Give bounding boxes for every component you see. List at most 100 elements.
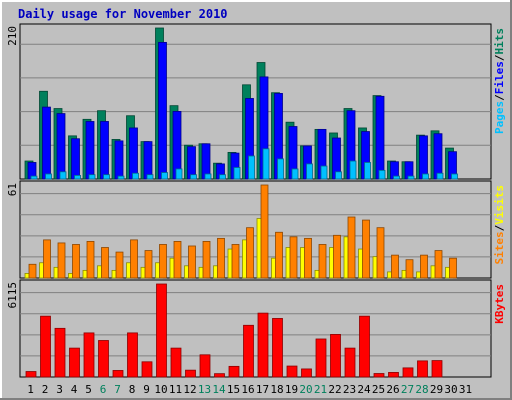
kbytes-bar <box>170 347 182 378</box>
pages-bar <box>277 158 284 180</box>
panel-3-ymax-label: 6115 <box>6 282 19 309</box>
x-axis-day-label: 10 <box>154 383 167 396</box>
pages-bar <box>291 168 299 180</box>
sites-bar <box>188 245 196 279</box>
legend-sites: Sites <box>493 231 506 264</box>
sites-bar <box>173 241 182 279</box>
pages-bar <box>262 148 270 180</box>
sites-bar <box>101 247 109 279</box>
pages-bar <box>451 173 458 180</box>
sites-bar <box>57 242 66 279</box>
sites-bar <box>347 216 356 279</box>
files-bar <box>100 121 109 180</box>
legend-visits: Visits <box>493 185 506 225</box>
x-axis-day-label: 9 <box>143 383 150 396</box>
pages-bar <box>88 174 96 180</box>
x-axis-day-label: 7 <box>114 383 121 396</box>
x-axis-day-label: 24 <box>357 383 371 396</box>
x-axis-day-label: 16 <box>241 383 254 396</box>
kbytes-bar <box>243 324 254 378</box>
pages-bar <box>349 160 357 180</box>
sites-bar <box>72 244 80 279</box>
x-axis-day-label: 1 <box>27 383 34 396</box>
x-axis-day-label: 15 <box>227 383 240 396</box>
legend-separator: / <box>493 224 506 231</box>
sites-bar <box>449 257 457 279</box>
chart-title: Daily usage for November 2010 <box>18 7 228 21</box>
frame-highlight-top <box>0 0 512 2</box>
kbytes-bar <box>83 332 95 378</box>
kbytes-bar <box>54 327 66 378</box>
pages-bar <box>436 172 444 180</box>
x-axis-day-label: 11 <box>169 383 182 396</box>
kbytes-bar <box>40 315 51 378</box>
kbytes-bar <box>315 338 327 378</box>
panel-3-legend: KBytes <box>493 284 506 324</box>
x-axis-day-label: 20 <box>299 383 312 396</box>
x-axis-day-label: 27 <box>401 383 414 396</box>
sites-bar <box>318 244 327 279</box>
frame-shadow-right <box>510 0 512 400</box>
sites-bar <box>420 254 428 279</box>
pages-bar <box>59 171 67 180</box>
sites-bar <box>231 244 240 279</box>
sites-bar <box>115 251 124 279</box>
sites-bar <box>275 231 283 279</box>
x-axis-day-label: 31 <box>459 383 472 396</box>
kbytes-bar <box>141 361 153 378</box>
x-axis-day-label: 22 <box>328 383 341 396</box>
kbytes-bar <box>127 332 138 378</box>
panel-2-legend: Sites/Visits <box>493 185 506 265</box>
pages-bar <box>132 172 139 180</box>
sites-bar <box>333 234 341 279</box>
sites-bar <box>362 219 370 279</box>
files-bar <box>158 41 167 180</box>
pages-bar <box>378 169 386 180</box>
pages-bar <box>364 162 371 180</box>
kbytes-bar <box>214 373 225 378</box>
files-bar <box>433 133 443 180</box>
x-axis-day-label: 2 <box>42 383 49 396</box>
pages-bar <box>335 171 342 180</box>
x-axis-day-label: 4 <box>71 383 78 396</box>
kbytes-bar <box>112 370 124 378</box>
pages-bar <box>30 175 38 180</box>
x-axis-day-label: 8 <box>129 383 136 396</box>
files-bar <box>42 106 51 180</box>
pages-bar <box>248 155 255 180</box>
files-bar <box>187 146 196 180</box>
sites-bar <box>130 239 138 279</box>
x-axis-day-label: 23 <box>343 383 356 396</box>
pages-bar <box>161 172 168 180</box>
pages-bar <box>204 173 212 180</box>
x-axis-day-label: 17 <box>256 383 269 396</box>
x-axis-day-label: 5 <box>85 383 92 396</box>
x-axis-day-label: 19 <box>285 383 298 396</box>
kbytes-bar <box>301 368 312 378</box>
legend-files: Files <box>493 61 506 94</box>
pages-bar <box>393 175 400 180</box>
kbytes-bar <box>156 283 167 378</box>
legend-pages: Pages <box>493 101 506 134</box>
sites-bar <box>376 227 385 279</box>
panel-1-legend: Pages/Files/Hits <box>493 28 506 134</box>
kbytes-bar <box>417 360 428 378</box>
kbytes-bar <box>25 371 37 378</box>
sites-bar <box>28 263 37 279</box>
x-axis-day-label: 28 <box>415 383 428 396</box>
legend-kbytes: KBytes <box>493 284 506 324</box>
kbytes-bar <box>402 367 414 378</box>
sites-bar <box>391 254 399 279</box>
files-bar <box>114 140 124 180</box>
x-axis-day-label: 12 <box>183 383 196 396</box>
kbytes-bar <box>388 372 399 378</box>
x-axis-day-label: 6 <box>100 383 107 396</box>
files-bar <box>419 135 428 180</box>
pages-bar <box>103 174 110 180</box>
kbytes-bar <box>185 369 196 378</box>
pages-bar <box>320 165 328 180</box>
pages-bar <box>117 175 125 180</box>
x-axis-day-label: 18 <box>270 383 283 396</box>
sites-bar <box>434 250 443 279</box>
